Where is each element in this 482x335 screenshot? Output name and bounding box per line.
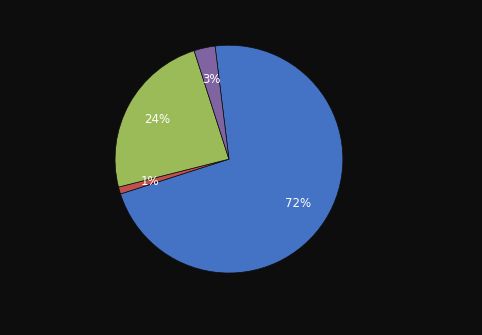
Text: 3%: 3% <box>202 73 221 85</box>
Text: 24%: 24% <box>144 113 170 126</box>
Text: 72%: 72% <box>285 197 311 210</box>
Wedge shape <box>115 51 229 187</box>
Wedge shape <box>119 159 229 194</box>
Wedge shape <box>194 46 229 159</box>
Legend: Wages & Salaries, Employee Benefits, Operating Expenses, Debt Service: Wages & Salaries, Employee Benefits, Ope… <box>40 332 418 335</box>
Wedge shape <box>120 45 343 273</box>
Text: 1%: 1% <box>141 175 160 188</box>
